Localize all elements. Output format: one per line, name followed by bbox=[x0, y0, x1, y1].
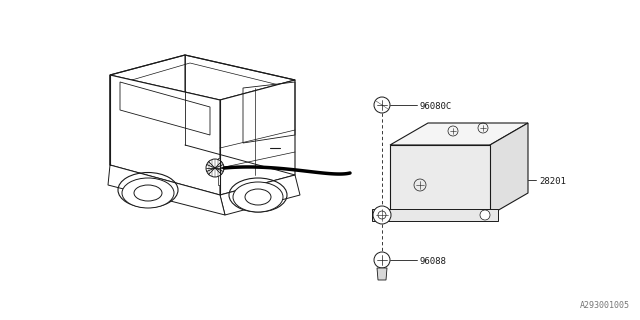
Polygon shape bbox=[372, 209, 498, 221]
Polygon shape bbox=[490, 123, 528, 215]
Ellipse shape bbox=[122, 178, 174, 208]
Ellipse shape bbox=[245, 189, 271, 205]
Polygon shape bbox=[110, 75, 220, 195]
Polygon shape bbox=[390, 123, 528, 145]
Polygon shape bbox=[218, 158, 220, 185]
Ellipse shape bbox=[134, 185, 162, 201]
Text: 96080C: 96080C bbox=[419, 101, 451, 110]
Circle shape bbox=[374, 97, 390, 113]
Polygon shape bbox=[108, 165, 225, 215]
Polygon shape bbox=[220, 175, 300, 215]
Circle shape bbox=[480, 210, 490, 220]
Text: 96088: 96088 bbox=[419, 257, 446, 266]
Circle shape bbox=[373, 206, 391, 224]
Text: A293001005: A293001005 bbox=[580, 301, 630, 310]
Polygon shape bbox=[377, 268, 387, 280]
Ellipse shape bbox=[233, 182, 283, 212]
Circle shape bbox=[206, 159, 224, 177]
Circle shape bbox=[374, 252, 390, 268]
Polygon shape bbox=[110, 55, 295, 100]
Text: 28201: 28201 bbox=[539, 177, 566, 186]
Polygon shape bbox=[390, 145, 490, 215]
Polygon shape bbox=[220, 80, 295, 195]
